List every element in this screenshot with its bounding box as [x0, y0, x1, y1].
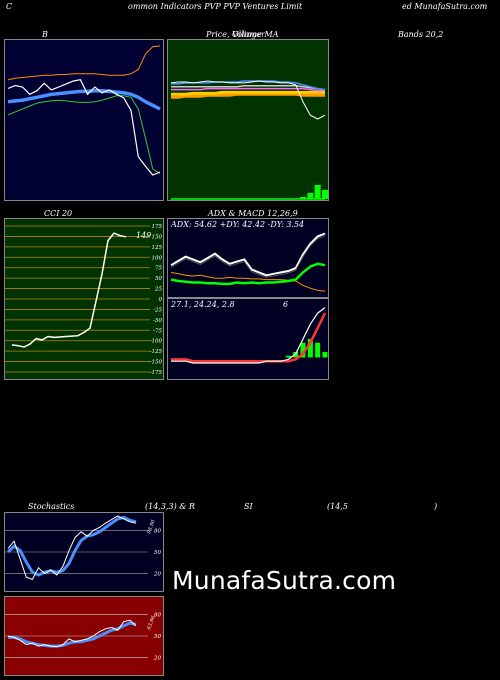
cci-last-label: 149 — [136, 231, 151, 240]
cci-panel: 175 150 125 100 75 50 25 0 -25 -50 -75 -100 -125 -150… — [4, 218, 164, 380]
header-left: C — [6, 2, 13, 11]
macd-histogram-bar — [315, 342, 321, 358]
macd-histogram-bar — [285, 355, 291, 358]
stoch-tick-label: 80 — [154, 528, 161, 534]
macd-label: 27.1, 24.24, 2.8 — [170, 300, 235, 309]
bollinger-title: B — [42, 30, 48, 39]
cci-tick-label: -175 — [150, 370, 163, 376]
cci-tick-label: -150 — [150, 360, 163, 366]
upper-band-line — [7, 95, 161, 174]
rsi-tick-label: 50 — [154, 634, 161, 640]
adx-panel: ADX: 54.62 +DY: 42.42 -DY: 3.54 — [167, 218, 329, 298]
adx-label: ADX: 54.62 +DY: 42.42 -DY: 3.54 — [170, 220, 304, 229]
adx-shadow-line — [170, 235, 326, 278]
stochastics-panel: 80 50 20 98.90 — [4, 512, 164, 592]
rsi-tick-label: 20 — [153, 656, 161, 662]
rsi-close: ) — [434, 502, 438, 511]
price-line — [7, 79, 161, 176]
stoch-k-line — [7, 515, 137, 581]
macd-histogram-bar — [307, 339, 313, 358]
stoch-tick-label: 50 — [154, 550, 161, 556]
middle-band-line — [7, 88, 161, 111]
macd-histogram-bar — [293, 351, 299, 358]
lower-band-line — [7, 45, 161, 81]
rsi-title: SI — [244, 502, 253, 511]
macd-panel: 27.1, 24.24, 2.8 6 — [167, 298, 329, 380]
panel-background — [167, 298, 329, 380]
header-right: ed MunafaSutra.com — [402, 2, 488, 11]
stoch-d-line — [6, 515, 137, 577]
volume-bar — [307, 193, 314, 199]
macd-line — [171, 307, 326, 364]
header-center: ommon Indicators PVP PVP Ventures Limit — [128, 2, 303, 11]
stoch-params: (14,3,3) & R — [145, 502, 195, 511]
cci-title: CCI 20 — [44, 209, 73, 218]
macd-signal-line — [171, 312, 327, 363]
cci-tick-label: -50 — [153, 318, 162, 324]
volume-bar — [314, 185, 321, 199]
cci-tick-label: 50 — [155, 276, 162, 282]
cci-tick-label: -100 — [150, 339, 163, 345]
bands-title: Bands 20,2 — [398, 30, 444, 39]
rsi-params: (14,5 — [327, 502, 348, 511]
rsi-panel: 80 50 20 63.96 — [4, 596, 164, 676]
cci-tick-label: 0 — [159, 297, 163, 303]
cci-tick-label: -75 — [153, 328, 162, 334]
macd-label-right: 6 — [283, 300, 288, 309]
panel-background — [4, 39, 164, 201]
panel-background — [167, 39, 329, 201]
cci-tick-label: 125 — [152, 245, 163, 251]
stochastics-title: Stochastics — [28, 502, 75, 511]
volume-bar — [322, 190, 328, 199]
rsi-ma-line — [8, 621, 137, 648]
di-minus-line — [170, 271, 326, 292]
ma-line-0 — [171, 92, 325, 99]
price-ma-title-overlap: Ollinger — [232, 30, 266, 39]
watermark: MunafaSutra.com — [172, 566, 397, 595]
cci-tick-label: -125 — [150, 349, 163, 355]
adx-line — [170, 232, 326, 277]
cci-line — [11, 232, 127, 348]
cci-tick-label: 75 — [155, 266, 162, 272]
price-ma-title: Price, Volume MA — [206, 30, 279, 39]
rsi-value-label: 63.96 — [146, 614, 157, 630]
volume-bar — [300, 197, 306, 199]
price-line — [170, 80, 326, 120]
stoch-value-label: 98.90 — [146, 518, 157, 534]
cci-tick-label: -25 — [153, 307, 162, 313]
macd-histogram-bar — [300, 342, 306, 358]
cci-tick-label: 150 — [152, 234, 163, 240]
di-plus-line — [170, 262, 326, 286]
adx-macd-title: ADX & MACD 12,26,9 — [208, 209, 298, 218]
rsi-line — [7, 619, 137, 648]
stoch-tick-label: 20 — [153, 572, 161, 578]
ma-line-3 — [171, 85, 326, 91]
cci-tick-label: 100 — [152, 255, 163, 261]
cci-tick-label: 175 — [152, 224, 163, 230]
rsi-tick-label: 80 — [154, 612, 161, 618]
bollinger-panel — [4, 39, 164, 201]
ma-line-2 — [171, 87, 325, 92]
macd-histogram-bar — [322, 351, 328, 358]
price-ma-panel — [167, 39, 329, 201]
cci-tick-label: 25 — [154, 287, 162, 293]
